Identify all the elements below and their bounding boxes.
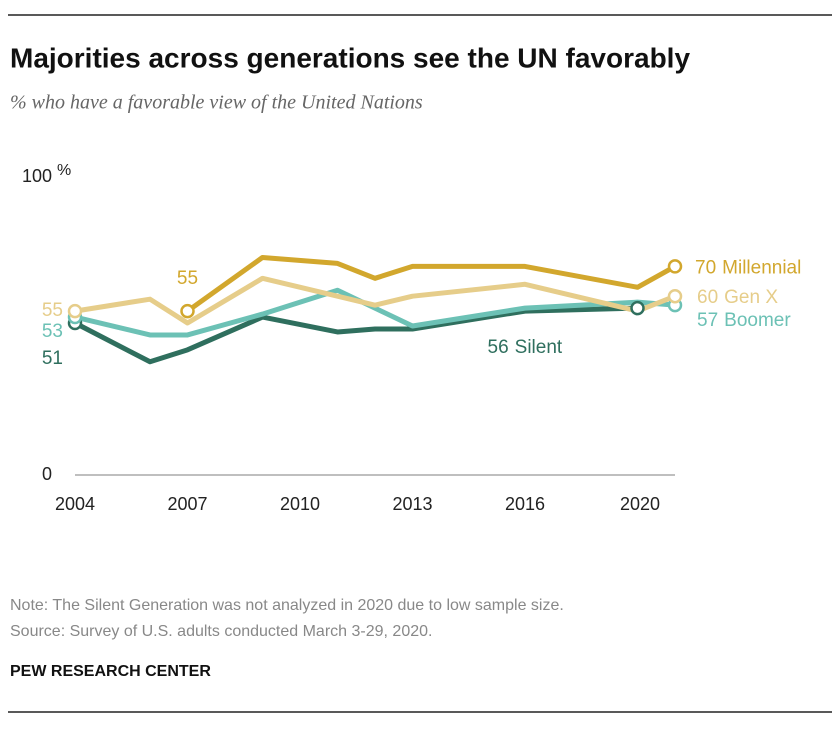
x-tick-label: 2020 (620, 494, 660, 514)
x-tick-label: 2013 (392, 494, 432, 514)
source: PEW RESEARCH CENTER (10, 663, 211, 680)
source-note: Source: Survey of U.S. adults conducted … (10, 623, 432, 640)
series-line (73, 305, 638, 365)
series-label: Silent (515, 337, 563, 358)
end-label: 70 Millennial (695, 257, 801, 278)
point-marker (180, 303, 195, 319)
x-tick-label: 2010 (280, 494, 320, 514)
point-marker (667, 288, 683, 304)
end-label: 57 Boomer (697, 310, 791, 331)
x-tick-label: 2016 (505, 494, 545, 514)
y-unit: % (57, 162, 71, 179)
note: Note: The Silent Generation was not anal… (10, 597, 564, 614)
series-label: Millennial (722, 257, 801, 278)
data-label: 56 (488, 337, 509, 358)
series-label: Gen X (724, 287, 778, 308)
series-label: Boomer (724, 310, 791, 331)
x-tick-label: 2007 (167, 494, 207, 514)
chart-subtitle: % who have a favorable view of the Unite… (10, 92, 423, 114)
data-label: 57 (697, 310, 718, 331)
end-label: 56 Silent (488, 337, 563, 358)
point-marker (67, 303, 83, 319)
data-label: 51 (42, 348, 63, 369)
data-label: 53 (42, 321, 63, 342)
data-label: 60 (697, 287, 718, 308)
data-label: 55 (177, 268, 198, 289)
chart-title: Majorities across generations see the UN… (10, 42, 690, 73)
series-line (186, 254, 677, 314)
x-tick-label: 2004 (55, 494, 95, 514)
series-line (74, 275, 676, 326)
point-marker (630, 300, 645, 316)
data-label: 70 (695, 257, 716, 278)
data-label: 55 (42, 300, 63, 321)
point-marker (667, 259, 683, 274)
end-label: 60 Gen X (697, 287, 778, 308)
y-tick-label: 100 (22, 166, 52, 186)
y-tick-label: 0 (42, 464, 52, 484)
